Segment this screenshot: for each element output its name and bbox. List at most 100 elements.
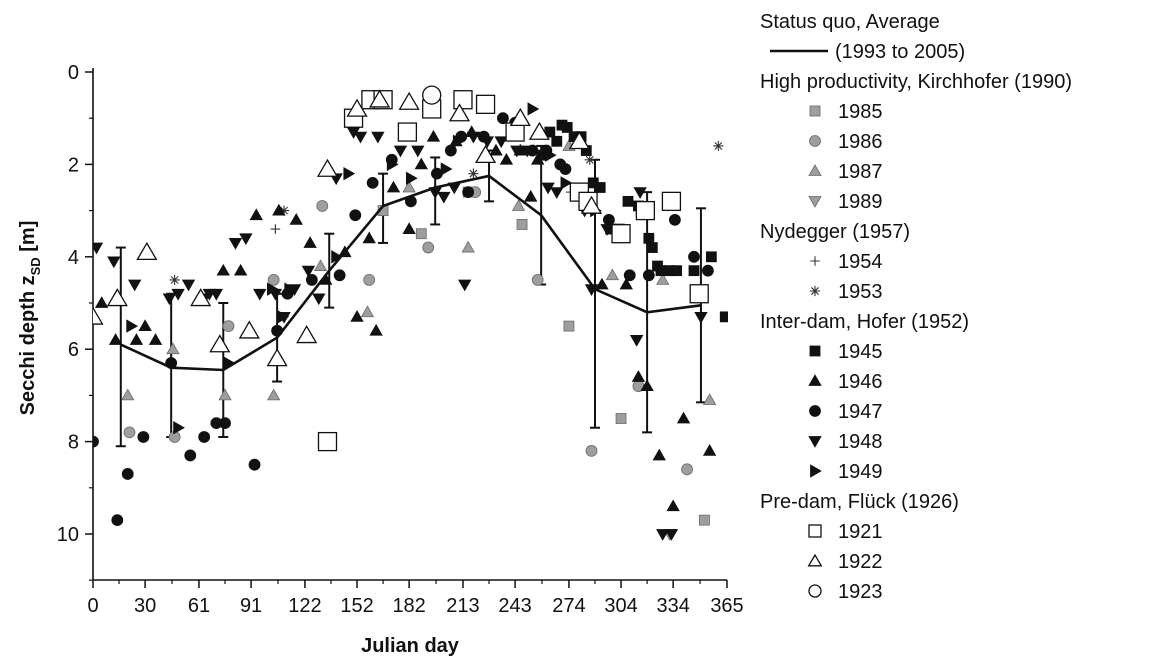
point-1946 (524, 189, 538, 202)
point-1947 (184, 449, 197, 462)
y-tick-label: 8 (68, 432, 79, 454)
series-1953 (169, 140, 724, 285)
point-1922 (209, 334, 231, 353)
point-1945 (719, 311, 728, 323)
point-1945 (646, 242, 658, 253)
point-1921 (397, 122, 418, 142)
point-1945 (705, 251, 717, 263)
point-1946 (233, 263, 248, 276)
point-1948 (312, 293, 326, 306)
point-1948 (480, 136, 494, 149)
point-1921 (689, 284, 709, 304)
point-1948 (633, 187, 647, 199)
point-1948 (437, 191, 451, 204)
point-1947 (305, 273, 318, 286)
y-axis-title-unit: [m] (17, 221, 39, 258)
point-1949 (343, 166, 356, 181)
point-1921 (317, 431, 338, 452)
point-1948 (694, 311, 708, 324)
point-1987 (313, 259, 328, 271)
point-1922 (93, 306, 104, 325)
point-1949 (126, 319, 139, 333)
point-1946 (426, 129, 441, 142)
point-1946 (148, 333, 163, 345)
point-1948 (353, 131, 368, 144)
point-1922 (136, 241, 158, 261)
point-1922 (580, 195, 603, 214)
point-1922 (106, 288, 128, 307)
point-1947 (642, 269, 655, 282)
legend-group-title: Status quo, Average (760, 11, 940, 33)
point-1948 (162, 293, 177, 306)
point-1948 (371, 131, 385, 144)
legend-marker-1987 (808, 164, 822, 176)
y-tick-label: 0 (68, 62, 79, 84)
point-1947 (688, 250, 700, 263)
point-1985 (415, 228, 427, 240)
point-1953 (468, 168, 479, 179)
point-1949 (560, 176, 573, 190)
point-1987 (266, 388, 281, 401)
point-1921 (611, 224, 631, 244)
point-1946 (272, 203, 286, 216)
point-1986 (422, 241, 435, 254)
legend-marker-1921 (808, 524, 822, 538)
legend-label: 1947 (838, 401, 883, 423)
legend-marker-1954 (810, 256, 820, 266)
point-1947 (111, 514, 124, 527)
point-1953 (584, 154, 595, 165)
point-1986 (123, 426, 136, 439)
point-1922 (316, 158, 339, 177)
legend-group-title: Nydegger (1957) (760, 221, 910, 243)
legend-label: 1945 (838, 341, 883, 363)
point-1922 (448, 103, 471, 122)
error-bar (115, 246, 126, 448)
y-axis-title-subscript: SD (28, 257, 43, 275)
point-1921 (475, 94, 496, 114)
average-line (120, 174, 702, 372)
point-1949 (440, 162, 453, 176)
point-1946 (350, 310, 364, 322)
x-tick-label: 274 (552, 595, 585, 617)
point-1922 (398, 91, 420, 110)
point-1986 (681, 463, 693, 476)
point-1946 (369, 323, 383, 336)
point-1985 (516, 219, 528, 230)
point-1987 (402, 180, 416, 193)
point-1948 (520, 145, 534, 158)
point-1946 (619, 277, 633, 290)
y-ticks: 0 2 4 6 8 10 (57, 62, 93, 581)
point-1953 (713, 140, 724, 152)
point-1945 (688, 265, 700, 277)
x-ticks: 0 30 61 91 122 152 182 213 243 274 304 334 365 (87, 580, 744, 617)
point-1953 (169, 274, 180, 285)
point-1947 (462, 186, 475, 199)
legend-label: 1985 (838, 101, 883, 123)
point-1986 (222, 320, 235, 333)
point-1948 (253, 288, 267, 301)
legend-marker-1949 (810, 464, 822, 478)
point-1946 (652, 448, 666, 461)
legend-label: 1986 (838, 131, 883, 153)
legend-marker-1947 (809, 405, 821, 417)
point-1948 (494, 136, 508, 149)
legend-marker-1923 (808, 584, 822, 598)
legend-label: (1993 to 2005) (835, 41, 965, 63)
x-tick-label: 213 (446, 595, 479, 617)
point-1947 (121, 468, 134, 480)
legend-marker-1946 (808, 374, 822, 386)
point-1947 (198, 431, 211, 443)
point-1947 (366, 176, 379, 189)
series-1947 (93, 112, 714, 527)
x-tick-label: 122 (288, 595, 321, 617)
point-1946 (216, 263, 230, 276)
point-1946 (249, 208, 263, 221)
point-1986 (585, 444, 598, 457)
point-1922 (296, 325, 318, 344)
point-1922 (509, 107, 531, 127)
point-1945 (643, 232, 655, 244)
plot-area (93, 85, 728, 541)
point-1947 (559, 163, 572, 175)
legend-label: 1987 (838, 161, 883, 183)
